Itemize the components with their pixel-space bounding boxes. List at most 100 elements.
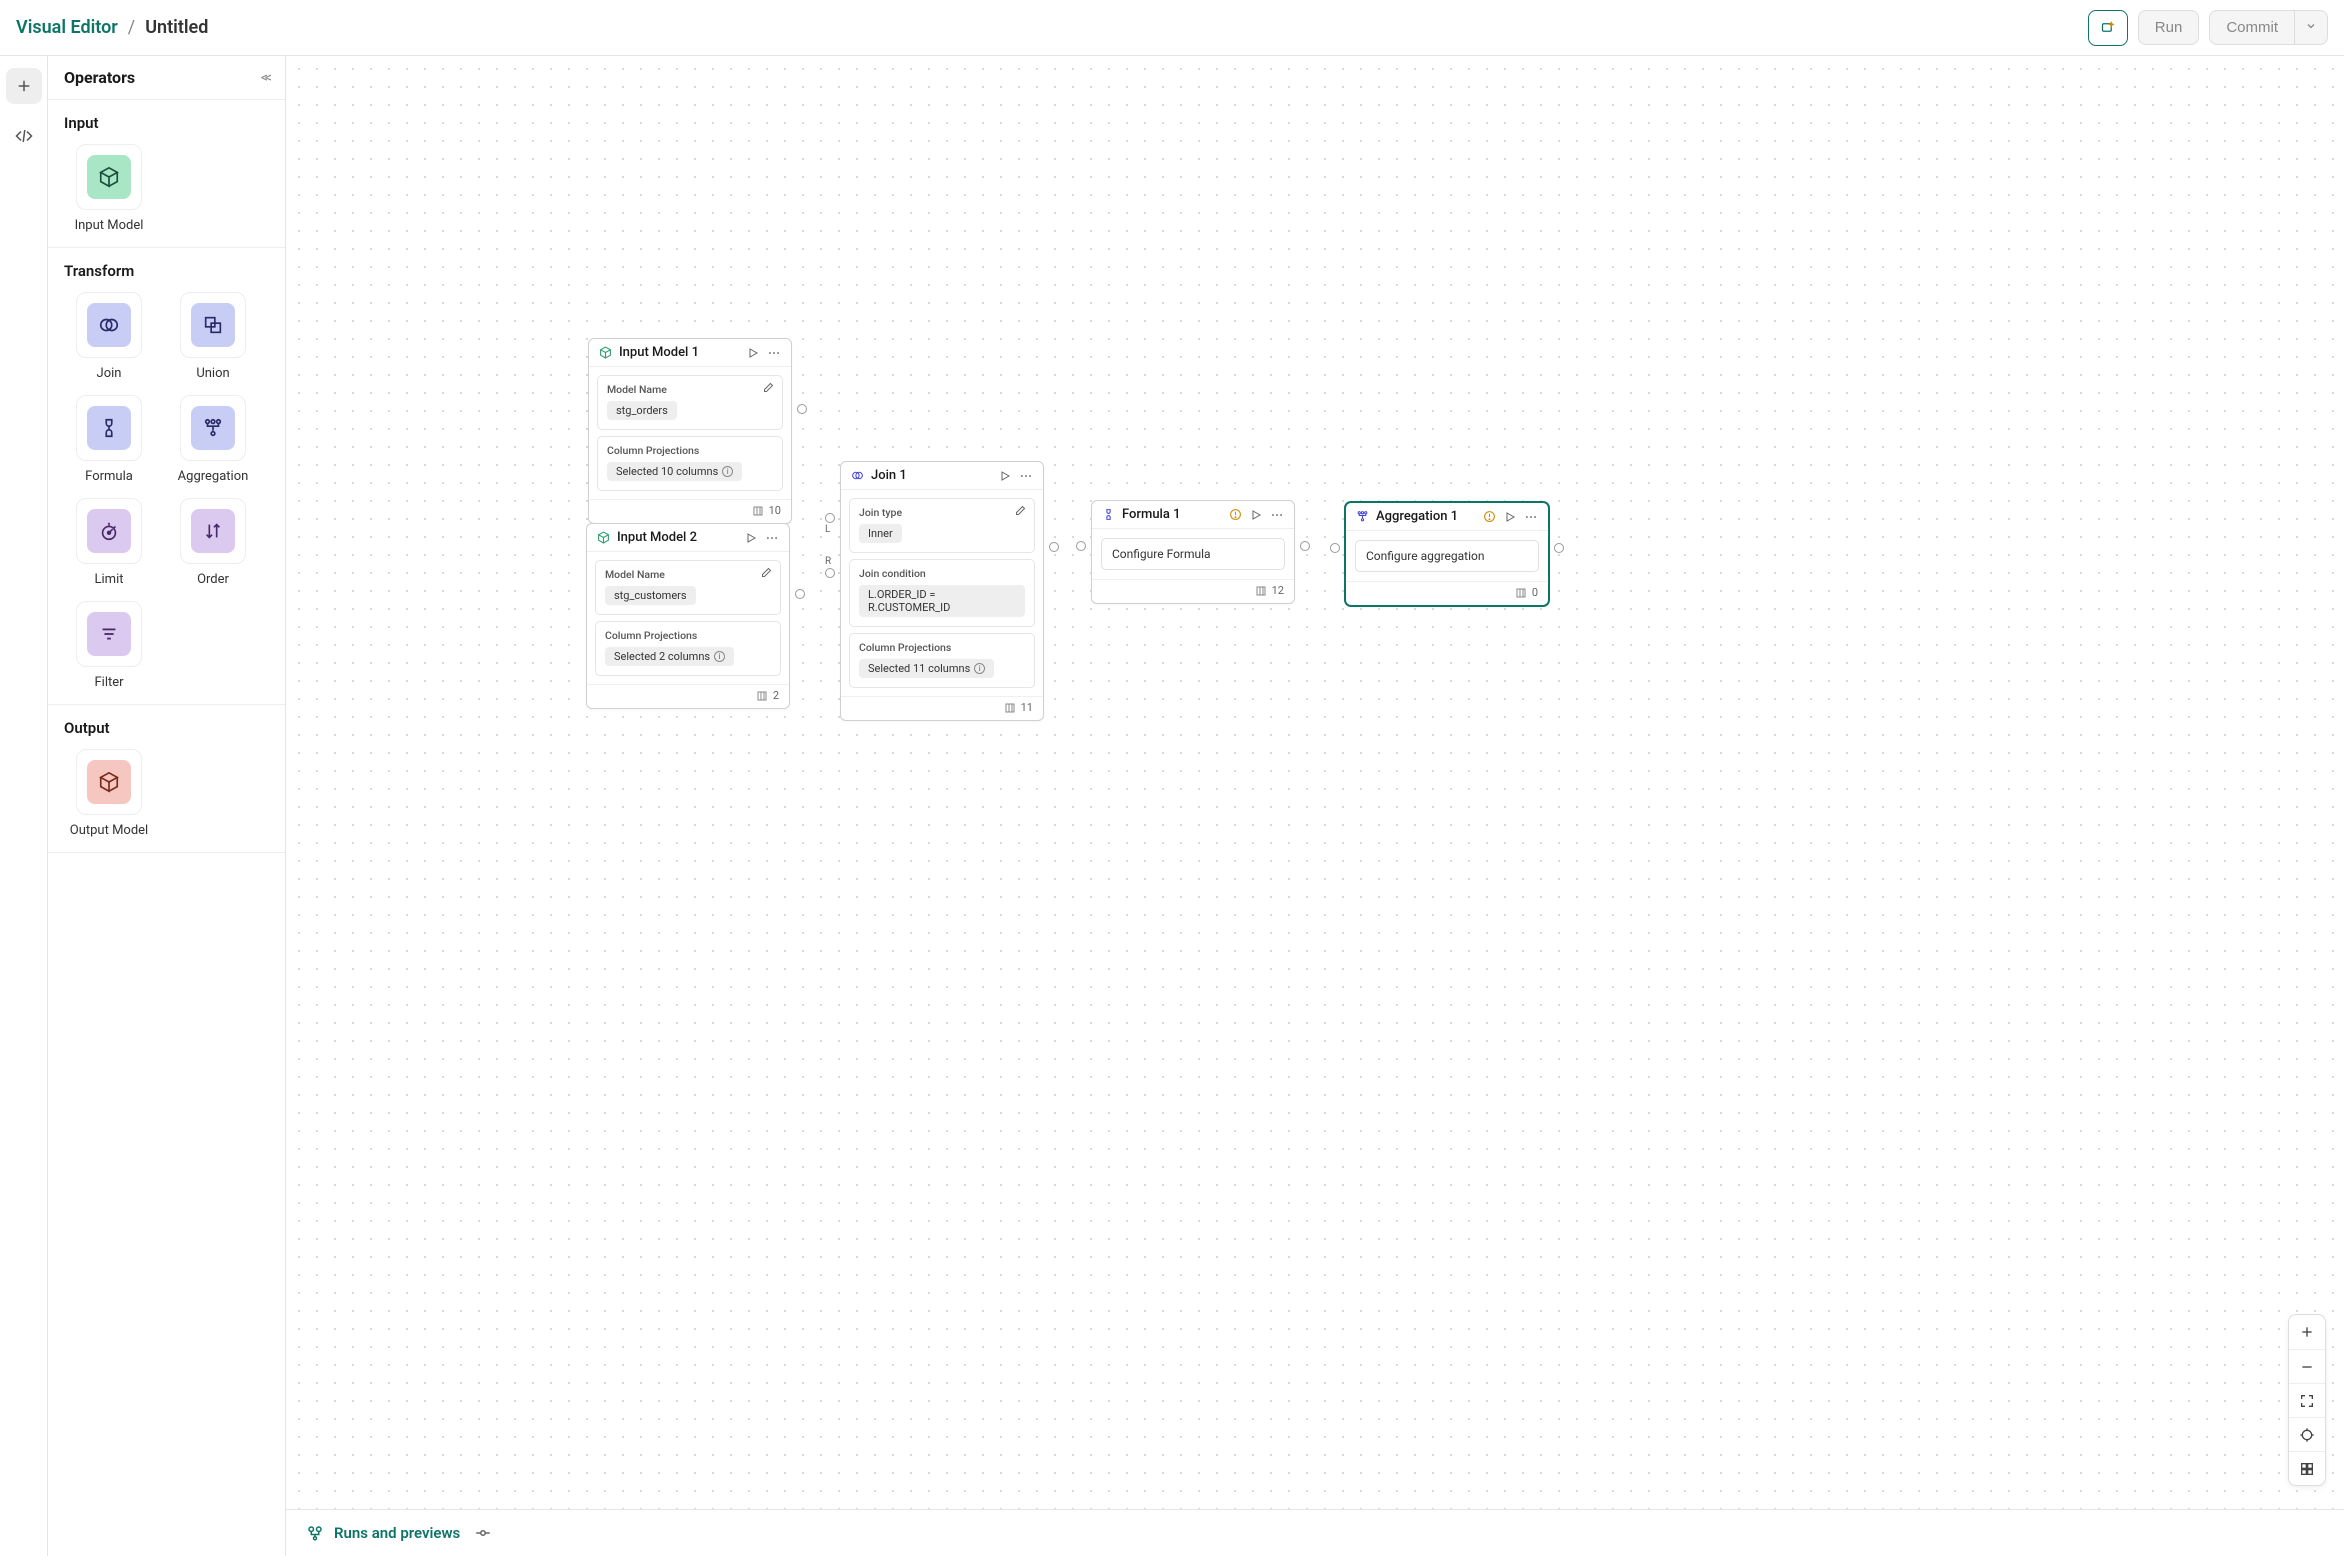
node-field-projections[interactable]: Column Projections Selected 11 columns i xyxy=(849,633,1035,688)
node-title: Input Model 2 xyxy=(617,530,697,545)
operator-input-model[interactable]: Input Model xyxy=(64,144,154,233)
operator-label: Join xyxy=(97,366,122,381)
runs-footer[interactable]: Runs and previews xyxy=(286,1509,2344,1556)
info-icon: i xyxy=(974,663,985,674)
node-aggregation-1[interactable]: Aggregation 1 Configure aggregation xyxy=(1345,502,1549,606)
commit-button[interactable]: Commit xyxy=(2209,10,2295,45)
pencil-icon[interactable] xyxy=(1014,505,1026,517)
zoom-in-button[interactable] xyxy=(2289,1315,2325,1349)
runs-icon xyxy=(306,1524,324,1542)
operator-aggregation[interactable]: Aggregation xyxy=(168,395,258,484)
minimap-button[interactable] xyxy=(2289,1451,2325,1485)
configure-aggregation[interactable]: Configure aggregation xyxy=(1355,540,1539,572)
node-join-1[interactable]: Join 1 Join type Inner xyxy=(840,461,1044,721)
more-icon[interactable] xyxy=(1270,508,1284,522)
edges-layer xyxy=(286,56,586,206)
warning-icon xyxy=(1483,510,1496,523)
operator-output-model[interactable]: Output Model xyxy=(64,749,154,838)
node-field-model-name[interactable]: Model Name stg_orders xyxy=(597,375,783,430)
node-field-join-type[interactable]: Join type Inner xyxy=(849,498,1035,553)
configure-formula[interactable]: Configure Formula xyxy=(1101,538,1285,570)
commit-dropdown-button[interactable] xyxy=(2295,10,2328,45)
page-title[interactable]: Untitled xyxy=(145,17,208,38)
input-port[interactable] xyxy=(1076,541,1086,551)
output-port[interactable] xyxy=(795,589,805,599)
commit-dot-icon[interactable] xyxy=(474,1524,492,1542)
operator-order[interactable]: Order xyxy=(168,498,258,587)
node-input-model-2[interactable]: Input Model 2 Model Name stg_customers xyxy=(586,523,790,709)
cube-icon xyxy=(87,760,131,804)
play-icon[interactable] xyxy=(1504,511,1516,523)
operator-join[interactable]: Join xyxy=(64,292,154,381)
output-port[interactable] xyxy=(1300,541,1310,551)
zoom-controls xyxy=(2288,1314,2326,1486)
pencil-icon[interactable] xyxy=(762,382,774,394)
input-port-l[interactable] xyxy=(825,513,835,523)
field-label: Join condition xyxy=(859,567,1025,580)
collapse-sidebar-button[interactable]: << xyxy=(261,70,269,86)
input-port[interactable] xyxy=(1330,543,1340,553)
operator-label: Union xyxy=(196,366,229,381)
aggregation-icon xyxy=(1356,510,1369,523)
grid-icon xyxy=(2299,1461,2315,1477)
operator-formula[interactable]: Formula xyxy=(64,395,154,484)
play-icon[interactable] xyxy=(745,532,757,544)
ai-assist-button[interactable] xyxy=(2088,10,2128,46)
node-field-join-condition[interactable]: Join condition L.ORDER_ID = R.CUSTOMER_I… xyxy=(849,559,1035,627)
columns-icon xyxy=(1004,702,1016,714)
node-field-projections[interactable]: Column Projections Selected 10 columns i xyxy=(597,436,783,491)
field-label: Column Projections xyxy=(859,641,1025,654)
more-icon[interactable] xyxy=(1524,510,1538,524)
operator-union[interactable]: Union xyxy=(168,292,258,381)
section-output: Output Output Model xyxy=(48,705,285,853)
columns-icon xyxy=(756,690,768,702)
columns-icon xyxy=(1515,587,1527,599)
sidebar-title: Operators xyxy=(64,68,135,87)
output-port[interactable] xyxy=(1049,542,1059,552)
cube-icon xyxy=(597,531,610,544)
cube-icon xyxy=(87,155,131,199)
column-count: 12 xyxy=(1272,584,1284,597)
code-icon xyxy=(15,127,33,145)
play-icon[interactable] xyxy=(747,347,759,359)
left-rail xyxy=(0,56,48,1556)
output-port[interactable] xyxy=(1554,543,1564,553)
rail-code-button[interactable] xyxy=(6,118,42,154)
node-input-model-1[interactable]: Input Model 1 Model Name stg_orders xyxy=(588,338,792,524)
union-icon xyxy=(191,303,235,347)
node-title: Aggregation 1 xyxy=(1376,509,1458,524)
more-icon[interactable] xyxy=(765,531,779,545)
zoom-out-button[interactable] xyxy=(2289,1349,2325,1383)
column-count: 11 xyxy=(1021,701,1033,714)
play-icon[interactable] xyxy=(1250,509,1262,521)
visual-editor-link[interactable]: Visual Editor xyxy=(16,17,118,38)
operators-sidebar: Operators << Input Input Model Transform xyxy=(48,56,286,1556)
section-transform-title: Transform xyxy=(64,262,269,280)
run-button[interactable]: Run xyxy=(2138,10,2200,45)
join-icon xyxy=(87,303,131,347)
field-chip: Selected 11 columns i xyxy=(859,659,994,678)
canvas[interactable]: Input Model 1 Model Name stg_orders xyxy=(286,56,2344,1556)
footer-title: Runs and previews xyxy=(334,1524,460,1542)
pencil-icon[interactable] xyxy=(760,567,772,579)
fullscreen-button[interactable] xyxy=(2289,1383,2325,1417)
fullscreen-icon xyxy=(2299,1393,2315,1409)
node-formula-1[interactable]: Formula 1 Configure Formula 12 xyxy=(1091,500,1295,604)
node-field-model-name[interactable]: Model Name stg_customers xyxy=(595,560,781,615)
formula-icon xyxy=(1102,508,1115,521)
more-icon[interactable] xyxy=(1019,469,1033,483)
fit-button[interactable] xyxy=(2289,1417,2325,1451)
warning-icon xyxy=(1229,508,1242,521)
more-icon[interactable] xyxy=(767,346,781,360)
rail-add-button[interactable] xyxy=(6,68,42,104)
sparkle-icon xyxy=(2100,20,2115,35)
input-port-r[interactable] xyxy=(825,568,835,578)
field-chip: Selected 2 columns i xyxy=(605,647,734,666)
node-field-projections[interactable]: Column Projections Selected 2 columns i xyxy=(595,621,781,676)
field-chip: stg_customers xyxy=(605,586,696,605)
operator-limit[interactable]: Limit xyxy=(64,498,154,587)
output-port[interactable] xyxy=(797,404,807,414)
operator-filter[interactable]: Filter xyxy=(64,601,154,690)
join-icon xyxy=(851,469,864,482)
play-icon[interactable] xyxy=(999,470,1011,482)
